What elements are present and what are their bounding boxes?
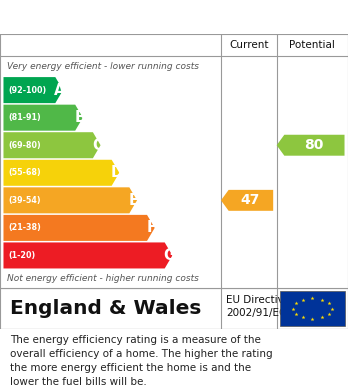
Text: Very energy efficient - lower running costs: Very energy efficient - lower running co…	[7, 62, 199, 71]
Text: G: G	[163, 248, 175, 263]
Text: E: E	[129, 193, 139, 208]
Polygon shape	[221, 190, 273, 211]
Text: B: B	[74, 110, 85, 125]
Polygon shape	[3, 77, 63, 103]
Polygon shape	[3, 187, 137, 213]
Polygon shape	[277, 135, 345, 156]
Text: F: F	[147, 221, 157, 235]
Text: D: D	[110, 165, 122, 180]
Polygon shape	[3, 160, 119, 186]
Text: Current: Current	[229, 40, 269, 50]
Text: Not energy efficient - higher running costs: Not energy efficient - higher running co…	[7, 274, 199, 283]
Text: (92-100): (92-100)	[9, 86, 47, 95]
Text: C: C	[92, 138, 103, 153]
Text: (39-54): (39-54)	[9, 196, 41, 205]
Polygon shape	[3, 215, 155, 241]
Text: Potential: Potential	[290, 40, 335, 50]
FancyBboxPatch shape	[280, 291, 345, 326]
Text: 47: 47	[241, 193, 260, 207]
Polygon shape	[3, 132, 101, 158]
Text: England & Wales: England & Wales	[10, 299, 202, 318]
Text: 80: 80	[304, 138, 324, 152]
Text: EU Directive
2002/91/EC: EU Directive 2002/91/EC	[226, 295, 290, 318]
Text: (1-20): (1-20)	[9, 251, 36, 260]
Text: (55-68): (55-68)	[9, 168, 41, 177]
Text: (69-80): (69-80)	[9, 141, 41, 150]
Text: (21-38): (21-38)	[9, 223, 41, 232]
Text: (81-91): (81-91)	[9, 113, 41, 122]
Text: Energy Efficiency Rating: Energy Efficiency Rating	[10, 9, 232, 25]
Polygon shape	[3, 105, 83, 131]
Polygon shape	[3, 242, 172, 269]
Text: A: A	[54, 83, 66, 98]
Text: The energy efficiency rating is a measure of the
overall efficiency of a home. T: The energy efficiency rating is a measur…	[10, 335, 273, 387]
